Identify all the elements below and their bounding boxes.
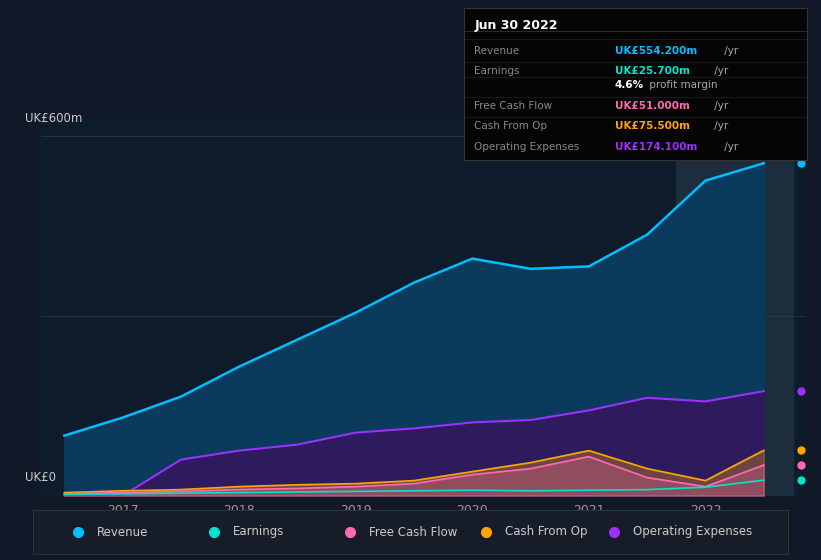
Text: Operating Expenses: Operating Expenses xyxy=(633,525,753,539)
Text: UK£174.100m: UK£174.100m xyxy=(615,142,697,152)
Text: /yr: /yr xyxy=(711,122,728,132)
Text: UK£75.500m: UK£75.500m xyxy=(615,122,690,132)
Text: Cash From Op: Cash From Op xyxy=(475,122,547,132)
Text: UK£554.200m: UK£554.200m xyxy=(615,46,697,56)
Text: profit margin: profit margin xyxy=(646,80,718,90)
Text: Revenue: Revenue xyxy=(475,46,520,56)
Text: /yr: /yr xyxy=(721,46,738,56)
Text: 4.6%: 4.6% xyxy=(615,80,644,90)
Text: UK£600m: UK£600m xyxy=(25,112,82,125)
Text: UK£25.700m: UK£25.700m xyxy=(615,66,690,76)
Text: Operating Expenses: Operating Expenses xyxy=(475,142,580,152)
Text: Free Cash Flow: Free Cash Flow xyxy=(475,101,553,111)
Text: UK£0: UK£0 xyxy=(25,472,56,484)
Text: Earnings: Earnings xyxy=(475,66,520,76)
Text: Revenue: Revenue xyxy=(97,525,149,539)
Text: UK£51.000m: UK£51.000m xyxy=(615,101,690,111)
Bar xyxy=(677,118,793,496)
Text: Free Cash Flow: Free Cash Flow xyxy=(369,525,457,539)
Text: /yr: /yr xyxy=(711,66,728,76)
Text: /yr: /yr xyxy=(721,142,738,152)
Text: Cash From Op: Cash From Op xyxy=(505,525,587,539)
Text: Earnings: Earnings xyxy=(233,525,284,539)
Text: Jun 30 2022: Jun 30 2022 xyxy=(475,19,557,32)
Text: /yr: /yr xyxy=(711,101,728,111)
